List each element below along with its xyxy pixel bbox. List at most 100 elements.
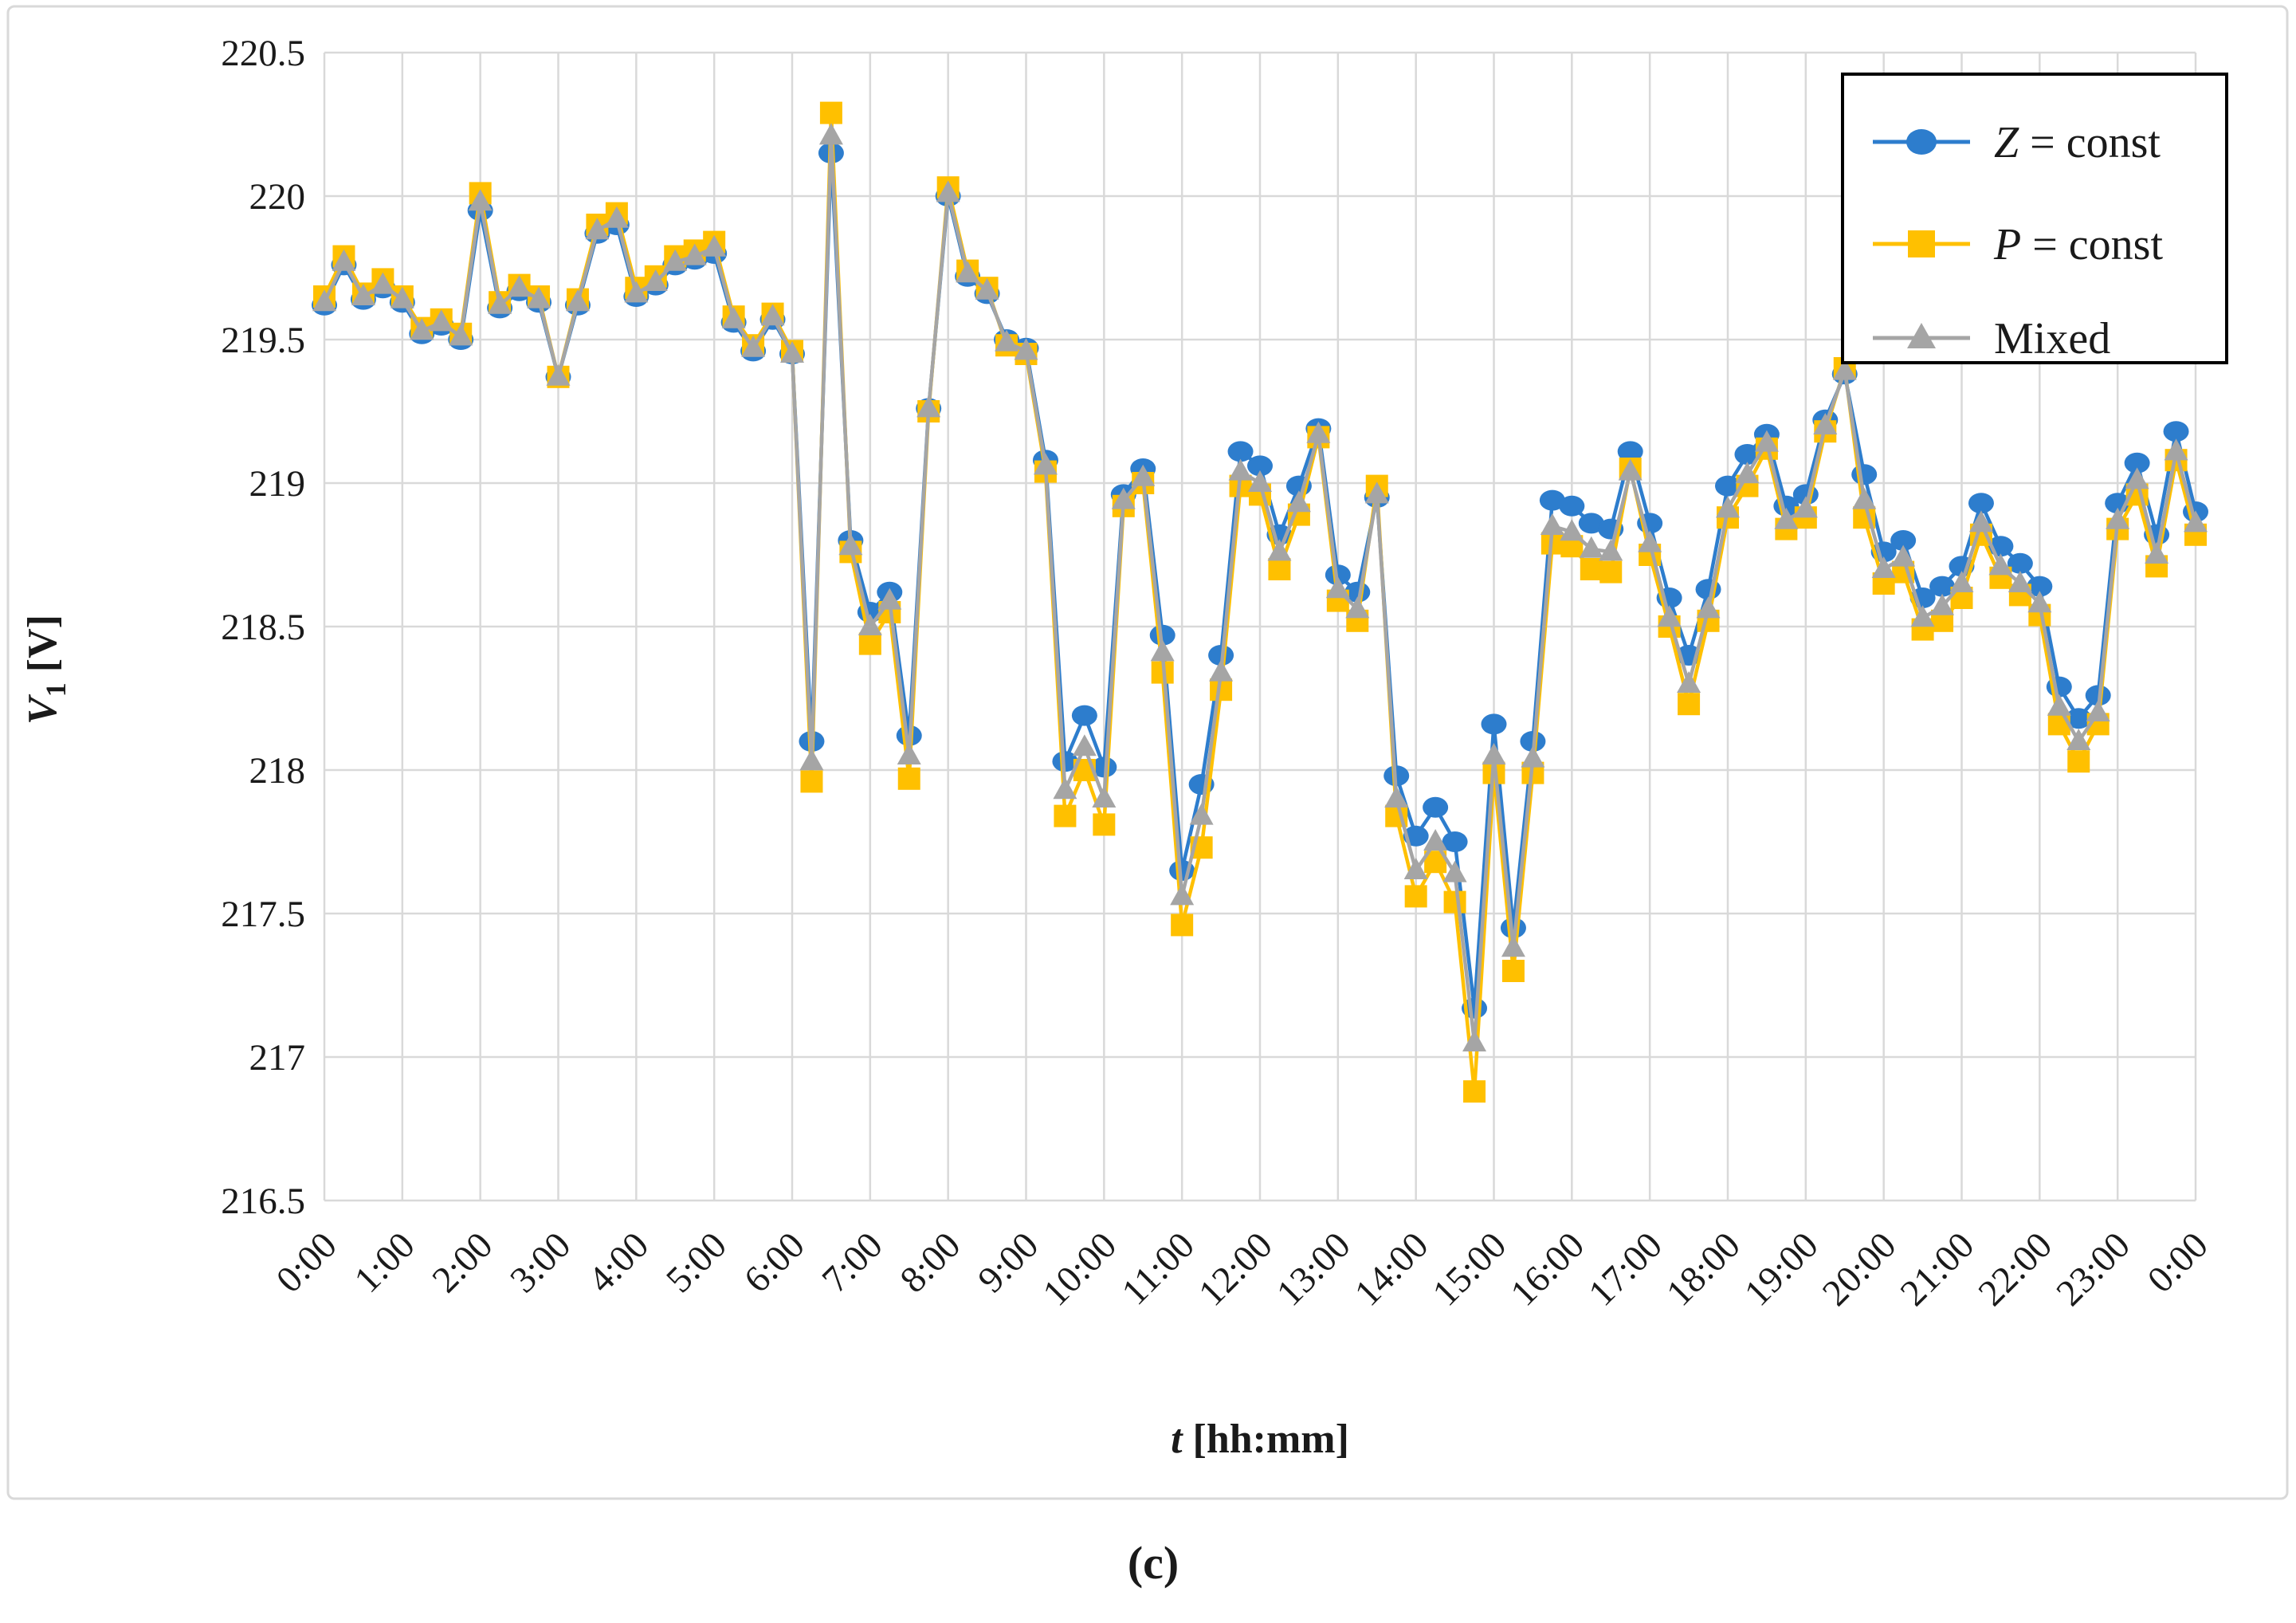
data-point-triangle bbox=[1209, 659, 1234, 682]
data-point-triangle bbox=[721, 306, 746, 328]
legend-item-p: P = const bbox=[1873, 220, 2163, 269]
data-point-circle bbox=[1890, 530, 1917, 551]
data-point-square bbox=[1599, 560, 1623, 584]
y-tick-label: 219 bbox=[249, 463, 306, 505]
data-point-circle bbox=[1734, 444, 1760, 465]
data-point-triangle bbox=[643, 269, 668, 291]
y-tick-label: 218 bbox=[249, 750, 306, 792]
data-point-triangle bbox=[1170, 883, 1195, 906]
data-point-square bbox=[858, 632, 881, 655]
data-point-triangle bbox=[799, 749, 824, 771]
data-point-circle bbox=[1929, 576, 1956, 597]
data-point-square bbox=[1268, 558, 1291, 580]
data-point-circle bbox=[1481, 713, 1507, 735]
legend-label: P = const bbox=[1993, 220, 2163, 269]
y-tick-label: 220.5 bbox=[221, 33, 305, 74]
data-point-circle bbox=[2007, 552, 2033, 574]
data-point-triangle bbox=[1423, 829, 1448, 851]
data-point-circle bbox=[1423, 796, 1449, 818]
data-point-triangle bbox=[818, 123, 843, 145]
data-point-triangle bbox=[1403, 858, 1428, 879]
data-point-triangle bbox=[332, 249, 356, 271]
y-tick-label: 219.5 bbox=[221, 320, 305, 361]
data-point-circle bbox=[1227, 441, 1254, 462]
data-point-triangle bbox=[995, 329, 1019, 352]
data-point-triangle bbox=[1092, 786, 1117, 808]
x-axis-title: t [hh:mm] bbox=[1171, 1417, 1349, 1462]
data-point-circle bbox=[1715, 475, 1741, 497]
legend-item-mixed: Mixed bbox=[1873, 314, 2110, 364]
data-point-circle bbox=[2163, 421, 2189, 442]
data-point-circle bbox=[1071, 705, 1097, 726]
figure-panel-border bbox=[6, 5, 2289, 1500]
data-point-triangle bbox=[760, 304, 785, 326]
data-point-triangle bbox=[2106, 507, 2130, 529]
data-point-circle bbox=[2124, 452, 2150, 474]
data-point-triangle bbox=[1521, 745, 1545, 768]
data-point-triangle bbox=[1462, 1030, 1487, 1051]
data-point-square bbox=[1580, 558, 1603, 580]
data-point-circle bbox=[1539, 489, 1565, 511]
data-point-triangle bbox=[1482, 743, 1506, 764]
data-point-circle bbox=[1091, 756, 1117, 778]
data-point-triangle bbox=[1072, 734, 1097, 756]
data-point-triangle bbox=[1560, 519, 1584, 541]
data-point-triangle bbox=[1014, 338, 1038, 360]
data-point-triangle bbox=[2008, 571, 2032, 592]
data-point-triangle bbox=[1891, 544, 1916, 567]
data-point-triangle bbox=[1696, 596, 1721, 619]
data-point-circle bbox=[2027, 576, 2053, 597]
data-point-triangle bbox=[1793, 496, 1818, 518]
data-point-triangle bbox=[2184, 510, 2208, 532]
y-axis-title: V1 [V] bbox=[20, 615, 72, 725]
data-point-triangle bbox=[2047, 694, 2071, 716]
data-point-triangle bbox=[1286, 490, 1311, 513]
data-point-triangle bbox=[1930, 593, 1955, 615]
data-point-triangle bbox=[1774, 507, 1799, 529]
data-point-triangle bbox=[527, 286, 551, 308]
data-point-triangle bbox=[351, 284, 375, 305]
data-point-triangle bbox=[1325, 576, 1350, 599]
data-point-triangle bbox=[1579, 536, 1603, 558]
data-point-triangle bbox=[546, 364, 571, 386]
data-point-circle bbox=[1442, 831, 1468, 852]
data-point-triangle bbox=[2066, 729, 2091, 750]
data-point-triangle bbox=[1988, 553, 2013, 576]
data-point-triangle bbox=[1852, 487, 1877, 509]
data-point-triangle bbox=[1677, 671, 1701, 693]
data-point-triangle bbox=[1228, 458, 1253, 481]
data-point-triangle bbox=[1442, 860, 1467, 882]
data-point-circle bbox=[1149, 624, 1175, 646]
gridlines bbox=[323, 51, 2197, 1202]
data-point-triangle bbox=[1968, 510, 1993, 532]
data-point-triangle bbox=[1754, 430, 1779, 452]
data-point-triangle bbox=[2027, 591, 2052, 613]
data-point-square bbox=[819, 101, 842, 124]
legend-circle-marker bbox=[1906, 129, 1937, 155]
data-series-layer bbox=[312, 101, 2208, 1103]
legend-square-marker bbox=[1908, 230, 1935, 257]
data-point-circle bbox=[1617, 441, 1643, 462]
data-point-triangle bbox=[741, 335, 766, 357]
data-point-triangle bbox=[1501, 935, 1525, 957]
data-point-triangle bbox=[1384, 786, 1409, 808]
data-point-triangle bbox=[1053, 777, 1077, 800]
data-point-square bbox=[800, 770, 823, 793]
data-point-triangle bbox=[429, 309, 453, 332]
data-point-triangle bbox=[624, 281, 649, 303]
data-point-triangle bbox=[312, 289, 336, 312]
data-point-triangle bbox=[1910, 605, 1935, 627]
data-point-triangle bbox=[1618, 458, 1643, 481]
data-point-triangle bbox=[1111, 487, 1136, 509]
data-point-square bbox=[1404, 885, 1427, 908]
data-point-triangle bbox=[1248, 470, 1272, 492]
data-point-square bbox=[1171, 914, 1194, 937]
data-point-triangle bbox=[507, 275, 532, 297]
legend-label: Z = const bbox=[1994, 118, 2161, 167]
data-point-triangle bbox=[2164, 438, 2188, 461]
legend-border bbox=[1841, 73, 2228, 364]
data-point-triangle bbox=[1306, 421, 1331, 443]
data-point-triangle bbox=[682, 243, 707, 265]
data-point-triangle bbox=[1364, 481, 1389, 504]
